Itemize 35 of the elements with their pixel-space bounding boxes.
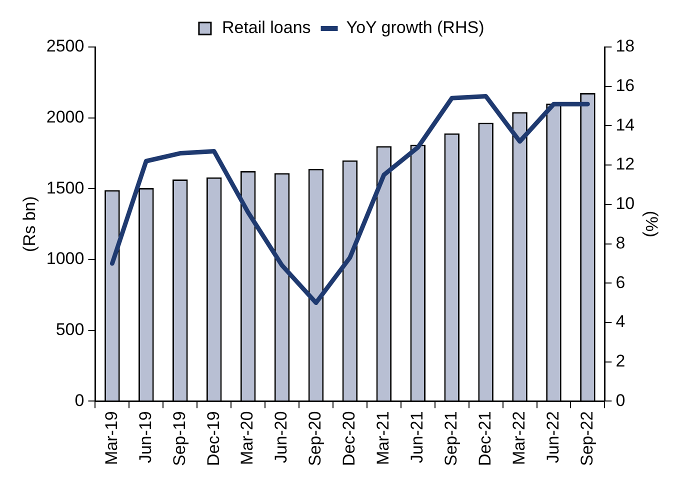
y2-tick-label: 16 [616, 76, 635, 96]
y-tick-label: 500 [56, 320, 84, 340]
x-tick-label: Mar-21 [374, 411, 393, 466]
y2-tick-label: 4 [616, 312, 626, 332]
x-tick-label: Sep-21 [442, 411, 461, 466]
x-tick-label: Mar-19 [102, 411, 121, 466]
y2-axis-title: (%) [642, 210, 662, 238]
x-tick-label: Jun-21 [408, 411, 427, 464]
y-axis-title: (Rs bn) [20, 196, 39, 252]
y-tick-label: 1500 [46, 178, 84, 198]
y2-tick-label: 14 [616, 115, 635, 134]
y2-tick-label: 2 [616, 352, 626, 371]
x-tick-label: Sep-20 [306, 411, 325, 466]
y-tick-label: 2000 [46, 108, 84, 127]
x-tick-label: Jun-22 [543, 411, 562, 464]
x-tick-label: Dec-21 [476, 411, 494, 466]
y2-tick-label: 6 [616, 272, 626, 292]
y2-tick-label: 8 [616, 233, 626, 252]
x-tick-label: Sep-22 [577, 411, 596, 466]
legend-label: Retail loans [222, 18, 311, 38]
y-tick-label: 1000 [46, 249, 84, 268]
y-tick-label: 0 [74, 390, 84, 410]
y2-tick-label: 0 [616, 390, 626, 410]
y-tick-label: 2500 [46, 36, 84, 56]
x-tick-label: Mar-22 [509, 411, 528, 466]
y2-tick-label: 18 [616, 36, 635, 56]
x-tick-label: Dec-19 [204, 411, 223, 466]
x-tick-label: Jun-19 [136, 411, 155, 464]
x-tick-label: Mar-20 [238, 411, 257, 466]
x-tick-label: Sep-19 [170, 411, 189, 466]
y2-tick-label: 10 [616, 194, 635, 214]
legend-label: YoY growth (RHS) [346, 18, 484, 38]
y2-tick-label: 12 [616, 154, 635, 174]
x-tick-label: Jun-20 [272, 411, 291, 464]
x-tick-label: Dec-20 [340, 411, 359, 466]
